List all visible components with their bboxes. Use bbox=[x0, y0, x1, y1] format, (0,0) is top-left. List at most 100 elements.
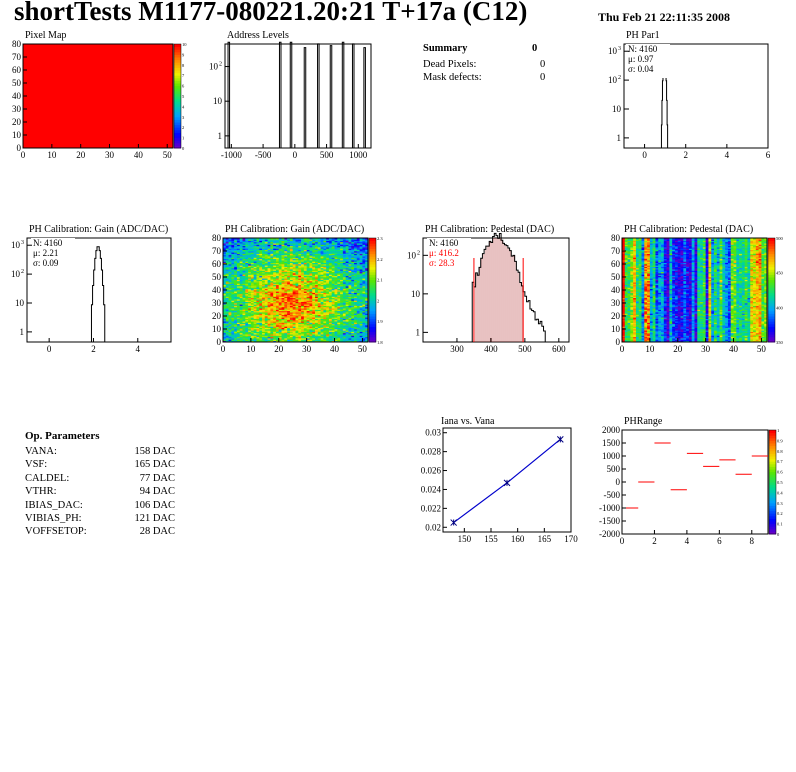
heatmap-cell bbox=[245, 321, 249, 323]
heatmap-cell bbox=[270, 338, 274, 340]
heatmap-cell bbox=[292, 271, 296, 274]
heatmap-cell bbox=[635, 253, 640, 256]
heatmap-cell bbox=[315, 287, 319, 289]
heatmap-cell bbox=[234, 284, 238, 287]
heatmap-cell bbox=[264, 330, 268, 332]
heatmap-cell bbox=[633, 305, 637, 308]
heatmap-cell bbox=[273, 336, 277, 339]
heatmap-cell bbox=[298, 275, 302, 278]
heatmap-cell bbox=[326, 305, 330, 308]
heatmap-cell bbox=[356, 332, 360, 335]
heatmap-cell bbox=[317, 274, 321, 276]
heatmap-cell bbox=[245, 260, 249, 262]
heatmap-cell bbox=[253, 310, 257, 313]
heatmap-cell bbox=[298, 277, 302, 279]
plot-frame bbox=[224, 43, 372, 149]
heatmap-cell bbox=[239, 332, 243, 335]
heatmap-cell bbox=[231, 313, 235, 315]
heatmap-cell bbox=[298, 247, 302, 249]
heatmap-cell bbox=[259, 280, 263, 283]
heatmap-cell bbox=[270, 282, 274, 284]
heatmap-cell bbox=[223, 254, 227, 257]
heatmap-cell bbox=[287, 264, 291, 266]
heatmap-cell bbox=[250, 280, 254, 283]
heatmap-cell bbox=[323, 275, 327, 278]
heatmap-cell bbox=[306, 249, 310, 252]
heatmap-cell bbox=[223, 267, 227, 270]
heatmap-cell bbox=[270, 303, 274, 305]
heatmap-cell bbox=[312, 284, 316, 287]
palette-cell bbox=[174, 88, 181, 92]
heatmap-cell bbox=[323, 243, 327, 245]
heatmap-cell bbox=[234, 329, 238, 331]
heatmap-cell bbox=[273, 266, 277, 269]
heatmap-cell bbox=[317, 326, 321, 328]
heatmap-cell bbox=[270, 309, 274, 312]
heatmap-cell bbox=[298, 284, 302, 287]
heatmap-cell bbox=[231, 267, 235, 270]
heatmap-cell bbox=[340, 282, 344, 284]
heatmap-cell bbox=[259, 312, 263, 314]
heatmap-cell bbox=[292, 262, 296, 265]
heatmap-cell bbox=[278, 310, 282, 313]
heatmap-cell bbox=[289, 331, 294, 334]
heatmap-cell bbox=[234, 303, 238, 305]
heatmap-cell bbox=[264, 336, 268, 339]
heatmap-cell bbox=[256, 338, 260, 340]
histogram-peak bbox=[289, 41, 293, 148]
palette-label: 2.1 bbox=[377, 278, 383, 283]
heatmap-cell bbox=[289, 321, 294, 323]
heatmap-cell bbox=[337, 301, 341, 304]
heatmap-cell bbox=[253, 332, 257, 335]
heatmap-cell bbox=[242, 331, 246, 334]
heatmap-cell bbox=[298, 286, 302, 288]
heatmap-cell bbox=[278, 256, 282, 258]
heatmap-cell bbox=[328, 279, 333, 282]
heatmap-cell bbox=[228, 301, 232, 304]
heatmap-cell bbox=[228, 314, 232, 317]
heatmap-cell bbox=[228, 267, 232, 270]
heatmap-cell bbox=[298, 322, 302, 325]
heatmap-cell bbox=[239, 283, 243, 286]
stats-box bbox=[31, 238, 75, 272]
heatmap-cell bbox=[259, 330, 263, 332]
heatmap-cell bbox=[223, 284, 227, 287]
heatmap-cell bbox=[312, 310, 316, 313]
heatmap-cell bbox=[236, 331, 241, 334]
heatmap-cell bbox=[320, 279, 324, 282]
heatmap-cell bbox=[326, 304, 330, 306]
heatmap-cell bbox=[328, 277, 333, 279]
heatmap-cell bbox=[320, 334, 324, 336]
heatmap-cell bbox=[317, 245, 321, 248]
heatmap-cell bbox=[231, 282, 235, 284]
heatmap-cell bbox=[309, 303, 313, 305]
heatmap-cell bbox=[292, 267, 296, 270]
heatmap-cell bbox=[278, 257, 282, 260]
heatmap-cell bbox=[270, 254, 274, 257]
heatmap-cell bbox=[264, 262, 268, 265]
heatmap-cell bbox=[301, 322, 305, 325]
heatmap-cell bbox=[242, 293, 246, 296]
heatmap-cell bbox=[362, 327, 366, 330]
heatmap-cell bbox=[362, 275, 366, 278]
heatmap-cell bbox=[245, 317, 249, 319]
heatmap-cell bbox=[365, 295, 369, 297]
heatmap-cell bbox=[256, 321, 260, 323]
heatmap-cell bbox=[259, 261, 263, 263]
heatmap-cell bbox=[323, 238, 327, 240]
heatmap-cell bbox=[267, 338, 271, 340]
heatmap-cell bbox=[337, 293, 341, 296]
heatmap-cell bbox=[262, 329, 266, 331]
heatmap-cell bbox=[351, 261, 355, 263]
heatmap-cell bbox=[317, 297, 321, 300]
heatmap-cell bbox=[309, 314, 313, 317]
heatmap-cell bbox=[245, 318, 249, 321]
heatmap-cell bbox=[309, 325, 313, 327]
heatmap-cell bbox=[320, 305, 324, 308]
heatmap-cell bbox=[223, 265, 227, 267]
y-tick-exponent: 2 bbox=[417, 250, 420, 256]
heatmap-cell bbox=[275, 310, 280, 313]
heatmap-cell bbox=[250, 257, 254, 260]
heatmap-cell bbox=[306, 252, 310, 254]
heatmap-cell bbox=[320, 292, 324, 295]
